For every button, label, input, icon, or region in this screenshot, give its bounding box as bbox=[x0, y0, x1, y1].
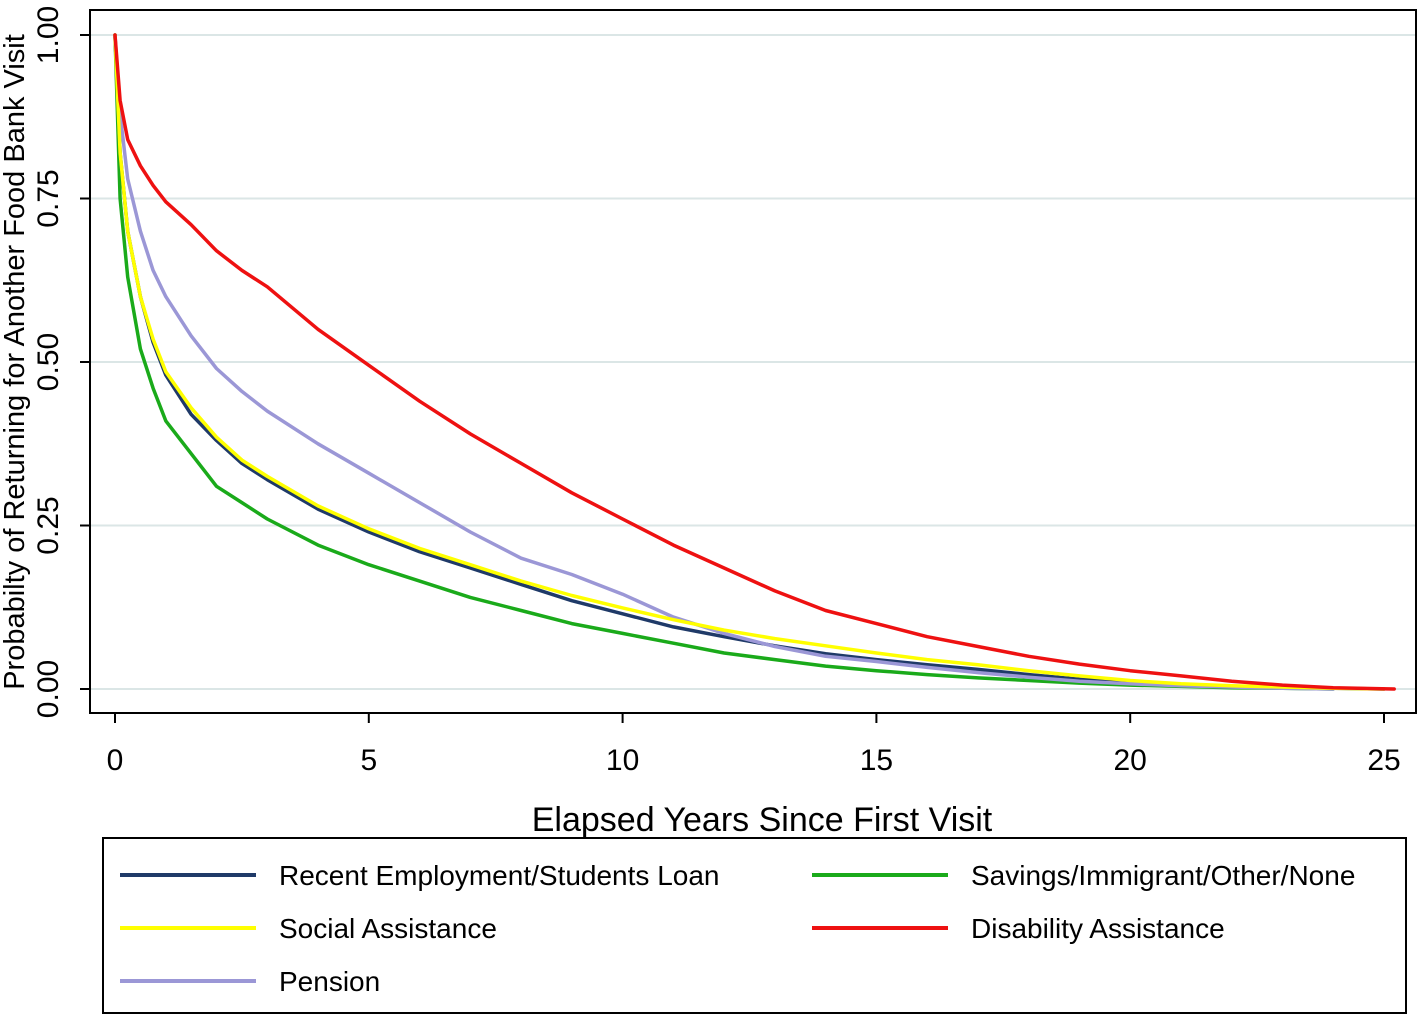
y-tick-label: 1.00 bbox=[32, 6, 65, 64]
series-lines bbox=[113, 33, 1396, 691]
legend-label: Recent Employment/Students Loan bbox=[279, 860, 719, 891]
series-line bbox=[113, 33, 1335, 691]
legend-label: Disability Assistance bbox=[971, 913, 1225, 944]
x-axis: 0 5 10 15 20 25 bbox=[107, 713, 1401, 777]
x-tick-label: 15 bbox=[860, 744, 893, 777]
x-tick-label: 20 bbox=[1114, 744, 1147, 777]
gridlines bbox=[90, 34, 1416, 690]
legend-label: Social Assistance bbox=[279, 913, 497, 944]
y-tick-label: 0.75 bbox=[32, 169, 65, 227]
x-tick-label: 25 bbox=[1367, 744, 1400, 777]
y-axis: 0.00 0.25 0.50 0.75 1.00 bbox=[32, 6, 90, 718]
legend: Recent Employment/Students Loan Social As… bbox=[102, 837, 1407, 1014]
y-tick-label: 0.25 bbox=[32, 496, 65, 554]
x-tick-label: 5 bbox=[360, 744, 377, 777]
legend-label: Savings/Immigrant/Other/None bbox=[971, 860, 1355, 891]
y-axis-title: Probabilty of Returning for Another Food… bbox=[0, 34, 31, 690]
x-tick-label: 0 bbox=[107, 744, 124, 777]
x-tick-label: 10 bbox=[606, 744, 639, 777]
legend-frame bbox=[102, 837, 1407, 1014]
series-line bbox=[113, 33, 1396, 691]
y-tick-label: 0.00 bbox=[32, 660, 65, 718]
series-line bbox=[113, 33, 1386, 691]
series-line bbox=[113, 33, 1335, 691]
legend-label: Pension bbox=[279, 966, 380, 997]
y-tick-label: 0.50 bbox=[32, 333, 65, 391]
x-axis-title: Elapsed Years Since First Visit bbox=[532, 801, 993, 839]
